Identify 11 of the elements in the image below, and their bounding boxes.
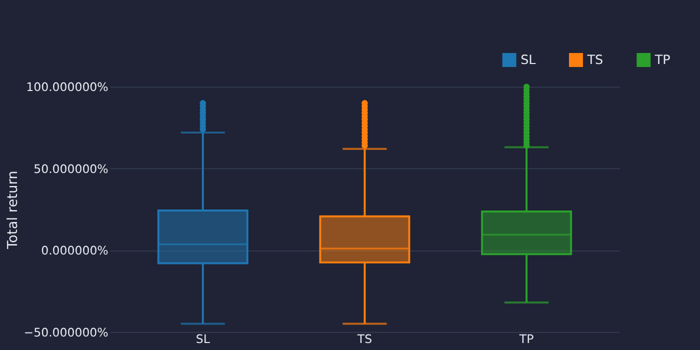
x-tick-label: TS	[356, 332, 372, 346]
legend-label: TS	[586, 52, 604, 68]
x-tick-label: SL	[196, 332, 210, 346]
y-axis-title: Total return	[4, 170, 21, 250]
x-tick-label: TP	[518, 332, 534, 346]
legend-label: SL	[520, 52, 537, 68]
y-tick-label: 50.000000%	[34, 162, 108, 176]
y-tick-label: −50.000000%	[24, 325, 108, 340]
y-tick-label: 100.000000%	[26, 80, 108, 94]
y-tick-label: 0.000000%	[41, 244, 108, 258]
legend-label: TP	[654, 52, 671, 68]
